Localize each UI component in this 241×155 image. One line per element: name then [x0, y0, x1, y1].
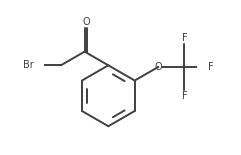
Text: O: O [155, 62, 162, 72]
Text: F: F [208, 62, 214, 72]
Text: O: O [82, 17, 90, 27]
Text: F: F [182, 33, 187, 43]
Text: F: F [182, 91, 187, 101]
Text: Br: Br [23, 60, 34, 70]
